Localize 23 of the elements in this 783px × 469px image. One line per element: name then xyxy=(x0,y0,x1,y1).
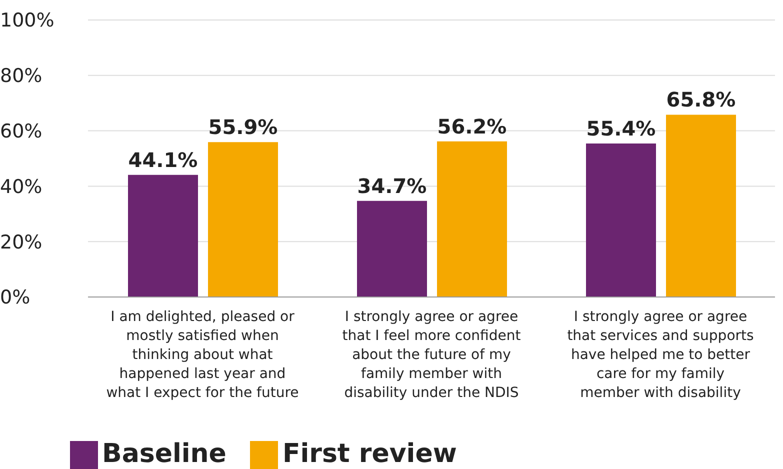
bar xyxy=(437,141,507,297)
x-tick-label: I am delighted, pleased or mostly satisfied when thinking about what happened last year and what I expect for the future xyxy=(106,308,299,401)
y-tick-label: 0% xyxy=(0,286,30,309)
data-label: 55.4% xyxy=(586,116,656,141)
x-tick-label: I strongly agree or agree that I feel more confident about the future of my family member with disability under the NDIS xyxy=(342,308,522,401)
bar xyxy=(586,144,656,297)
data-label: 44.1% xyxy=(128,148,198,172)
y-tick-label: 80% xyxy=(0,65,42,88)
bar xyxy=(666,114,736,297)
data-label: 34.7% xyxy=(357,174,427,198)
bar xyxy=(128,174,198,297)
legend-label: First review xyxy=(282,439,457,469)
x-tick-label: I strongly agree or agree that services and supports have helped me to better care for my family member with disability xyxy=(567,308,754,401)
bar xyxy=(208,142,278,297)
data-label: 56.2% xyxy=(437,114,507,138)
y-tick-label: 60% xyxy=(0,120,42,143)
y-tick-label: 100% xyxy=(0,10,54,32)
y-tick-label: 20% xyxy=(0,231,42,254)
data-label: 65.8% xyxy=(666,88,736,112)
legend-label: Baseline xyxy=(102,439,226,469)
y-tick-label: 40% xyxy=(0,176,42,198)
bar xyxy=(357,200,427,297)
data-label: 55.9% xyxy=(208,115,278,140)
